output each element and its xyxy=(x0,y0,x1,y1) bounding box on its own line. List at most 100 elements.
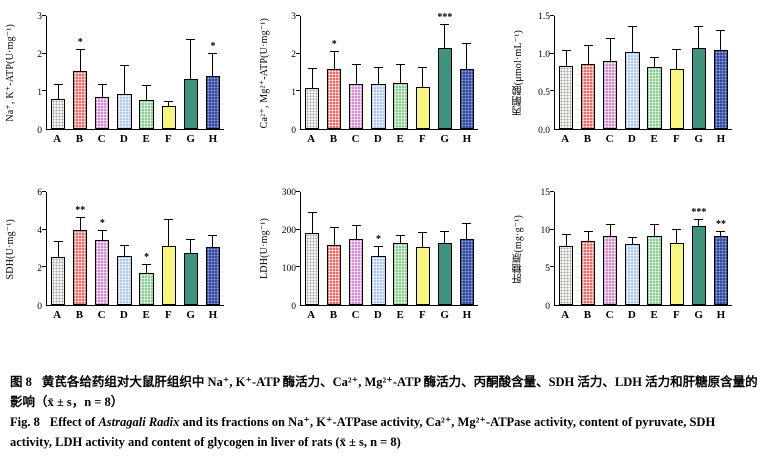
bar xyxy=(139,99,154,129)
error-bar xyxy=(355,64,357,84)
x-category-label: H xyxy=(716,309,726,321)
y-tick-label: 3 xyxy=(37,12,42,22)
error-bar xyxy=(654,58,656,68)
y-tick-mark xyxy=(296,90,300,92)
y-axis-label-wrap: SDH(U·mg⁻¹) xyxy=(2,192,19,306)
significance-marker: *** xyxy=(437,12,453,24)
error-bar-cap xyxy=(694,218,704,220)
x-category-label: F xyxy=(419,133,426,145)
significance-marker: * xyxy=(210,40,216,52)
error-bar xyxy=(444,231,446,243)
bar xyxy=(558,65,574,129)
error-bar xyxy=(355,225,357,240)
error-bar xyxy=(333,227,335,245)
error-bar-cap xyxy=(329,226,339,228)
bar-group-A xyxy=(301,192,323,305)
bar-group-B xyxy=(577,16,599,129)
bar-group-H xyxy=(456,192,478,305)
error-bar-cap xyxy=(208,235,218,237)
y-axis-label-wrap: LDH(U·mg⁻¹) xyxy=(256,192,273,306)
bar xyxy=(50,98,66,129)
x-category-label: B xyxy=(329,309,338,321)
error-bar-cap xyxy=(418,66,428,68)
y-axis-label-wrap: 丙酮酸(μmol·mL⁻¹) xyxy=(510,16,527,130)
bar xyxy=(371,256,386,305)
error-bar xyxy=(311,68,313,88)
y-tick-label: 2 xyxy=(37,50,42,61)
bar xyxy=(691,47,706,129)
bar xyxy=(669,243,684,305)
y-tick-label: 0 xyxy=(37,126,42,136)
error-bar xyxy=(422,68,424,87)
x-category-label: H xyxy=(208,133,218,145)
y-tick-label: 15 xyxy=(540,188,551,198)
error-bar-cap xyxy=(418,232,428,234)
bar-group-E: * xyxy=(136,192,158,305)
error-bar-cap xyxy=(561,233,571,235)
error-bar xyxy=(609,225,611,236)
error-bar xyxy=(676,49,678,69)
y-tick-label: 0 xyxy=(37,302,42,312)
x-category-label: B xyxy=(75,133,84,145)
x-category-label: C xyxy=(605,133,614,145)
y-tick-mark xyxy=(296,191,300,192)
significance-marker: * xyxy=(375,233,381,245)
error-bar xyxy=(400,64,402,84)
error-bar-cap xyxy=(694,26,704,28)
y-tick-mark xyxy=(296,52,300,54)
error-bar-cap xyxy=(583,230,593,232)
y-axis-label: Na⁺, K⁺-ATP(U·mg⁻¹) xyxy=(5,24,16,122)
error-bar xyxy=(565,234,567,247)
plot-area: * * xyxy=(42,15,224,130)
bar-group-C xyxy=(345,16,367,129)
bar xyxy=(691,225,706,305)
bar-group-F xyxy=(666,192,688,305)
error-bar xyxy=(123,66,125,95)
y-tick-label: 1 xyxy=(37,88,42,99)
y-tick-mark xyxy=(550,15,554,16)
error-bar xyxy=(422,233,424,247)
x-category-label: A xyxy=(307,133,316,145)
y-tick-label: 300 xyxy=(281,188,296,198)
plot-row: 0.0 0.5 1.0 1.5 xyxy=(527,12,732,136)
bar xyxy=(50,256,66,305)
bar xyxy=(393,242,408,305)
error-bar xyxy=(698,219,700,226)
error-bar xyxy=(57,84,59,99)
error-bar xyxy=(631,237,633,244)
error-bar-cap xyxy=(605,37,615,39)
bar-group-B: * xyxy=(323,16,345,129)
bar xyxy=(183,79,198,129)
error-bar xyxy=(377,68,379,84)
x-category-label: A xyxy=(53,133,62,145)
y-axis-label: SDH(U·mg⁻¹) xyxy=(5,218,16,280)
error-bar-cap xyxy=(142,85,152,87)
x-category-label: G xyxy=(440,309,449,321)
y-axis-ticks: 0 2 4 6 xyxy=(19,188,46,312)
x-axis-labels: A B C D E F G H xyxy=(300,309,478,321)
x-category-label: H xyxy=(462,309,472,321)
error-bar xyxy=(654,225,656,237)
bar xyxy=(183,253,198,305)
bar xyxy=(647,67,662,129)
error-bar-cap xyxy=(119,244,129,246)
caption-cn-text: 黄芪各给药组对大鼠肝组织中 Na⁺, K⁺-ATP 酶活力、Ca²⁺, Mg²⁺… xyxy=(10,375,758,409)
bar xyxy=(95,96,110,129)
error-bar xyxy=(168,220,170,246)
bar xyxy=(349,83,364,129)
y-tick-mark xyxy=(296,228,300,230)
significance-marker: * xyxy=(99,217,105,229)
y-tick-mark xyxy=(550,191,554,192)
y-tick-label: 1.0 xyxy=(538,50,550,61)
chart-body: 0.0 0.5 1.0 1.5 A B C D E F G H xyxy=(527,12,732,182)
error-bar-cap xyxy=(351,63,361,65)
bar-group-E xyxy=(390,16,412,129)
y-tick-mark xyxy=(550,228,554,230)
bar xyxy=(117,94,132,129)
y-tick-mark xyxy=(42,15,46,16)
error-bar xyxy=(79,218,81,230)
chart-ldh: LDH(U·mg⁻¹) 0 100 200 300 * A B C D E F G H xyxy=(256,182,510,358)
x-category-label: C xyxy=(605,309,614,321)
bar xyxy=(625,243,640,305)
